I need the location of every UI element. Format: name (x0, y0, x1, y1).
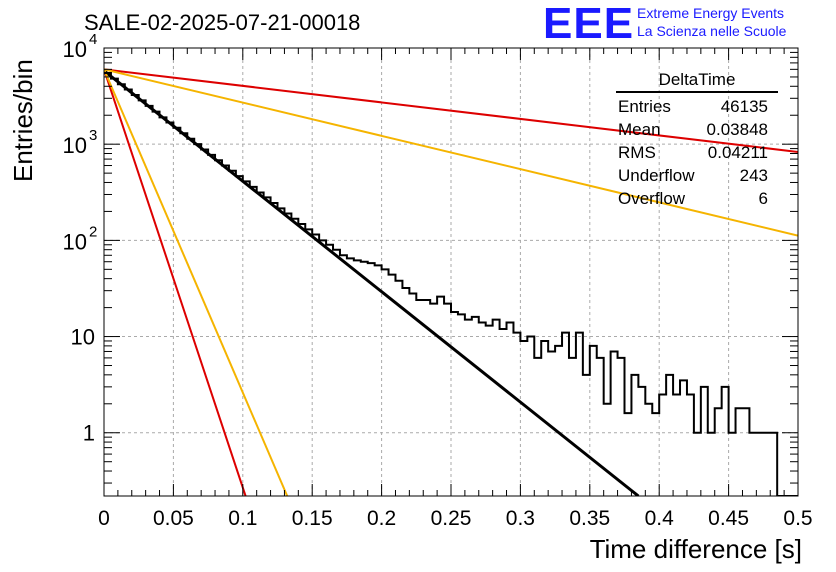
stats-value: 0.04211 (707, 143, 768, 162)
x-tick-label: 0.35 (569, 507, 610, 530)
fit-line-3 (104, 69, 247, 496)
chart-title: SALE-02-2025-07-21-00018 (84, 10, 361, 35)
x-tick-label: 0.5 (783, 507, 812, 530)
y-tick-exponent: 4 (89, 31, 97, 48)
y-tick-exponent: 3 (89, 127, 97, 144)
x-tick-label: 0.1 (228, 507, 257, 530)
logo-line-1: Extreme Energy Events (637, 5, 785, 21)
stats-box: DeltaTime Entries 46135 Mean 0.03848 RMS… (612, 70, 778, 210)
stats-label: Entries (618, 97, 671, 116)
stats-row-entries: Entries 46135 (612, 95, 778, 118)
stats-title: DeltaTime (616, 70, 778, 93)
stats-value: 46135 (720, 97, 768, 116)
stats-label: RMS (618, 143, 656, 162)
x-tick-label: 0 (98, 507, 110, 530)
x-tick-label: 0.25 (431, 507, 472, 530)
x-tick-label: 0.15 (292, 507, 333, 530)
stats-label: Mean (618, 120, 661, 139)
stats-row-overflow: Overflow 6 (612, 187, 778, 210)
x-tick-label: 0.05 (153, 507, 194, 530)
y-axis-label: Entries/bin (8, 59, 38, 182)
logo-line-2: La Scienza nelle Scuole (637, 23, 787, 39)
fit-line-4 (104, 68, 289, 496)
eee-logo-caption: Extreme Energy Events La Scienza nelle S… (637, 4, 786, 40)
y-tick-label: 1 (83, 421, 95, 446)
stats-label: Overflow (618, 189, 686, 208)
stats-row-mean: Mean 0.03848 (612, 118, 778, 141)
y-tick-exponent: 2 (89, 223, 97, 240)
y-tick-label: 10 (63, 229, 87, 254)
histogram-line (104, 71, 798, 496)
stats-value: 0.03848 (706, 120, 768, 139)
stats-row-rms: RMS 0.04211 (612, 141, 778, 164)
y-tick-label: 10 (63, 37, 87, 62)
x-tick-label: 0.2 (367, 507, 396, 530)
fit-line-0 (104, 69, 640, 496)
x-tick-label: 0.3 (506, 507, 535, 530)
stats-row-underflow: Underflow 243 (612, 164, 778, 187)
fit-line-2 (104, 68, 798, 237)
stats-value: 243 (739, 166, 768, 185)
fit-line-1 (104, 68, 798, 153)
eee-logo: EEE (543, 0, 635, 48)
y-tick-label: 10 (71, 325, 95, 350)
x-axis-label: Time difference [s] (589, 534, 802, 564)
y-tick-label: 10 (63, 133, 87, 158)
x-tick-label: 0.45 (708, 507, 749, 530)
x-tick-label: 0.4 (645, 507, 675, 530)
stats-label: Underflow (618, 166, 695, 185)
stats-value: 6 (758, 189, 768, 208)
